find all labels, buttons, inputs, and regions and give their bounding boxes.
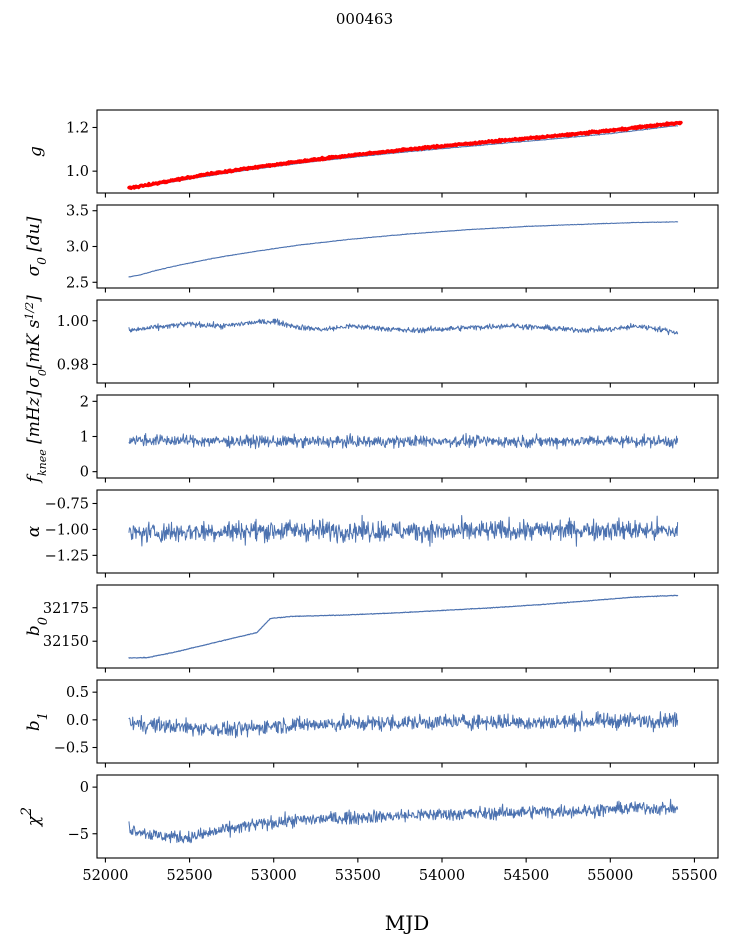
x-tick-label: 53500 — [335, 868, 381, 884]
panel-ylabel-chi2: χ2 — [19, 807, 44, 827]
series-b1-values — [128, 710, 679, 739]
series-gain-smoothed-fit — [127, 120, 683, 191]
y-tick-label: 1 — [80, 430, 89, 446]
x-tick-label: 54500 — [503, 868, 549, 884]
panels-group: 1.0 1.2 g 2.5 3.0 3.5 σ0 [du] 0.98 1.00 σ0[mK s1/… — [19, 109, 719, 884]
panel-ylabel-sigma0-mk: σ0[mK s1/2] — [23, 295, 49, 388]
series-chi2-values — [128, 798, 679, 844]
x-tick-label: 54000 — [419, 868, 465, 884]
y-tick-label: −1.00 — [45, 522, 89, 538]
y-tick-label: −0.75 — [45, 496, 89, 512]
figure-title: 000463 — [336, 10, 393, 28]
panel-ylabel-b0: b0 — [24, 617, 51, 636]
y-tick-label: −1.25 — [45, 548, 89, 564]
y-tick-label: 0 — [80, 465, 89, 481]
x-axis-title: MJD — [385, 911, 430, 935]
y-tick-label: 1.0 — [66, 164, 89, 180]
series-sigma0-du-values — [128, 221, 679, 278]
y-tick-label: 3.0 — [66, 240, 89, 256]
y-tick-label: 2.5 — [66, 275, 89, 291]
panel-ylabel-b1: b1 — [24, 712, 51, 731]
y-tick-label: 1.00 — [57, 314, 89, 330]
panel-frame — [96, 774, 719, 859]
y-tick-label: 32175 — [43, 601, 89, 617]
panel-chi2: 0 −5 52000 52500 53000 53500 54000 54500 55000 55… — [19, 774, 719, 884]
panel-frame — [96, 679, 719, 764]
series-sigma0-mk-values — [128, 318, 679, 336]
panel-b1: 0.5 0.0 −0.5b1 — [24, 679, 719, 768]
panel-ylabel-sigma0-du: σ0 [du] — [24, 216, 49, 276]
panel-sigma0-du: 2.5 3.0 3.5 σ0 [du] — [24, 204, 719, 293]
x-tick-label: 55000 — [587, 868, 633, 884]
series-alpha-values — [128, 514, 679, 547]
y-tick-label: 2 — [80, 394, 89, 410]
panel-fknee: 0 1 2 fknee [mHz] — [24, 390, 719, 484]
panel-frame — [96, 584, 719, 669]
y-tick-label: 0.98 — [57, 357, 89, 373]
panel-sigma0-mk: 0.98 1.00 σ0[mK s1/2] — [23, 295, 719, 388]
series-fknee-values — [128, 432, 679, 450]
y-tick-label: −5 — [68, 827, 89, 843]
x-tick-label: 52500 — [166, 868, 212, 884]
y-tick-label: 0 — [80, 780, 89, 796]
panel-ylabel-fknee: fknee [mHz] — [24, 390, 49, 484]
panel-alpha: −0.75 −1.00 −1.25α — [24, 489, 719, 578]
y-tick-label: 0.5 — [66, 685, 89, 701]
series-b0-values — [128, 594, 679, 659]
y-tick-label: 0.0 — [66, 713, 89, 729]
x-tick-label: 55500 — [671, 868, 717, 884]
panel-ylabel-gain: g — [26, 146, 46, 157]
panel-frame — [96, 299, 719, 384]
y-tick-label: 32150 — [43, 634, 89, 650]
panel-ylabel-alpha: α — [24, 525, 44, 537]
y-tick-label: 3.5 — [66, 204, 89, 220]
x-tick-label: 52000 — [82, 868, 128, 884]
y-tick-label: −0.5 — [54, 741, 89, 757]
y-tick-label: 1.2 — [66, 120, 89, 136]
panel-frame — [96, 489, 719, 574]
panel-frame — [96, 109, 719, 194]
x-tick-label: 53000 — [251, 868, 297, 884]
panel-gain: 1.0 1.2 g — [26, 109, 719, 198]
